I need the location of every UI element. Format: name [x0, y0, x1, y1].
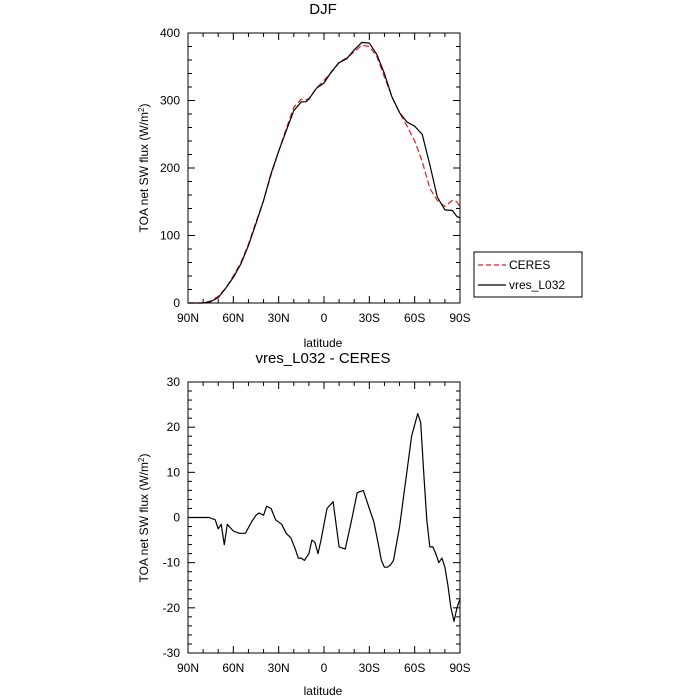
y-tick-label: 300: [160, 94, 180, 108]
bottom-y-axis-title-main: TOA net SW flux (W/m: [137, 462, 151, 582]
x-tick-label: 60S: [404, 311, 425, 325]
series-line-vres-l032: [188, 41, 461, 304]
y-tick-label: 30: [167, 375, 181, 389]
x-tick-label: 30N: [268, 661, 290, 675]
x-tick-label: 30S: [359, 311, 380, 325]
y-tick-label: 400: [160, 26, 180, 40]
y-tick-label: 200: [160, 161, 180, 175]
top-y-axis-title-sup: 2: [137, 107, 146, 112]
legend-label-vres: vres_L032: [509, 278, 565, 292]
bottom-x-axis: 90N 60N 30N 0 30S 60S 90S: [177, 382, 471, 675]
bottom-series-group: [188, 413, 461, 623]
legend: CERES vres_L032: [473, 251, 583, 298]
x-tick-label: 60N: [222, 661, 244, 675]
y-tick-label: 20: [167, 420, 181, 434]
x-tick-label: 90S: [449, 661, 470, 675]
top-y-axis-title-main: TOA net SW flux (W/m: [137, 112, 151, 232]
top-x-axis: 90N 60N 30N 0 30S 60S 90S: [177, 33, 471, 325]
top-y-axis-title: TOA net SW flux (W/m2): [137, 104, 151, 233]
x-tick-label: 90N: [177, 311, 199, 325]
bottom-chart-title: vres_L032 - CERES: [255, 350, 390, 367]
bottom-y-axis-title: TOA net SW flux (W/m2): [137, 454, 151, 583]
chart-top: DJF 0 100 200 300 400 90N 60N 30N 0 30S 60S 90S la…: [137, 1, 583, 350]
x-tick-label: 0: [321, 661, 328, 675]
y-tick-label: 0: [173, 296, 180, 310]
x-tick-label: 60N: [222, 311, 244, 325]
series-line-difference: [188, 413, 461, 623]
y-tick-label: 0: [173, 511, 180, 525]
x-tick-label: 90N: [177, 661, 199, 675]
series-line-ceres: [188, 44, 461, 304]
legend-box: [473, 251, 583, 298]
bottom-y-axis-title-sup: 2: [137, 457, 146, 462]
top-chart-title: DJF: [309, 1, 337, 18]
bottom-y-axis: -30 -20 -10 0 10 20 30: [163, 375, 460, 660]
x-tick-label: 0: [321, 311, 328, 325]
y-tick-label: -10: [163, 556, 181, 570]
x-tick-label: 30N: [268, 311, 290, 325]
y-tick-label: 10: [167, 465, 181, 479]
x-tick-label: 30S: [359, 661, 380, 675]
bottom-x-axis-title: latitude: [304, 684, 343, 698]
y-tick-label: -30: [163, 646, 181, 660]
top-series-group: [188, 41, 461, 304]
bottom-y-axis-title-end: ): [137, 454, 151, 458]
top-x-axis-title: latitude: [304, 336, 343, 350]
top-y-axis-title-end: ): [137, 104, 151, 108]
y-tick-label: -20: [163, 601, 181, 615]
y-tick-label: 100: [160, 229, 180, 243]
x-tick-label: 90S: [449, 311, 470, 325]
bottom-plot-frame: [187, 381, 461, 654]
x-tick-label: 60S: [404, 661, 425, 675]
top-y-axis: 0 100 200 300 400: [160, 26, 460, 310]
top-plot-frame: [187, 32, 461, 304]
legend-label-ceres: CERES: [509, 258, 550, 272]
